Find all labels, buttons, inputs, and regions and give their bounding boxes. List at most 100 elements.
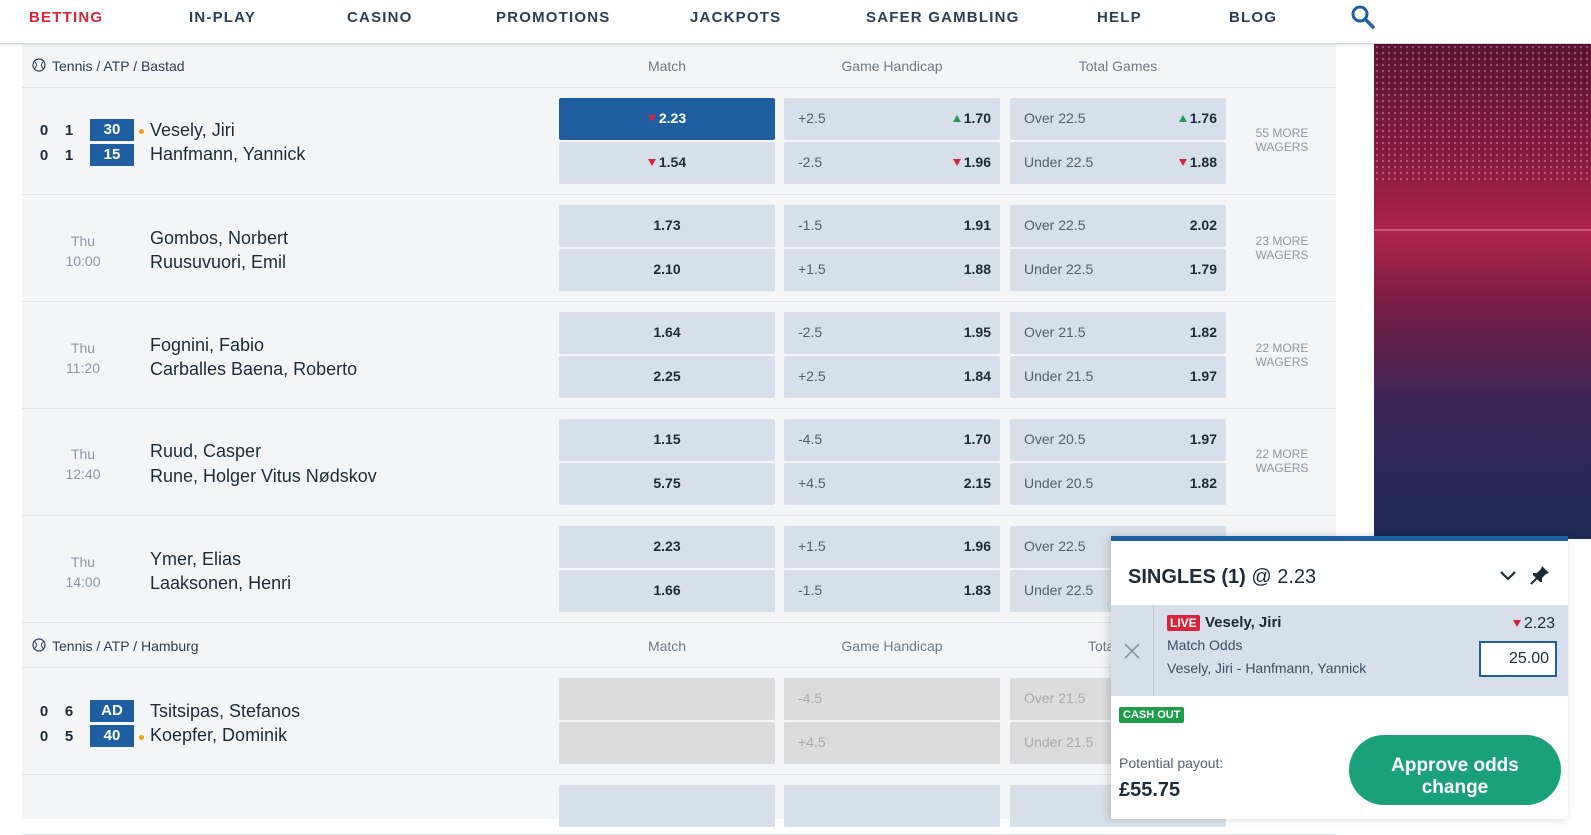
odds-value: 1.95 bbox=[963, 324, 991, 340]
odds-button-handicap-away: +4.5 bbox=[784, 722, 1000, 764]
handicap-line: -1.5 bbox=[798, 582, 823, 598]
odds-button-handicap-away[interactable]: +1.5 1.88 bbox=[784, 249, 1000, 291]
handicap-line: -4.5 bbox=[798, 690, 823, 706]
potential-payout-value: £55.75 bbox=[1119, 779, 1181, 801]
competition-title[interactable]: Tennis / ATP / Hamburg bbox=[52, 638, 199, 654]
odds-button-handicap-away[interactable]: +2.5 1.84 bbox=[784, 356, 1000, 398]
odds-button-match-home[interactable]: 2.23 bbox=[559, 526, 775, 568]
pin-icon[interactable] bbox=[1529, 564, 1551, 586]
search-icon[interactable] bbox=[1350, 4, 1376, 30]
competition-title[interactable]: Tennis / ATP / Bastad bbox=[52, 58, 185, 74]
odds-button-handicap-home[interactable]: -4.5 1.70 bbox=[784, 419, 1000, 461]
player-home[interactable]: Ruud, Casper bbox=[150, 441, 262, 461]
column-total-games: Total Games bbox=[1078, 58, 1158, 74]
nav-in-play[interactable]: IN-PLAY bbox=[189, 9, 257, 26]
player-away[interactable]: Hanfmann, Yannick bbox=[150, 144, 306, 164]
odds-value: 1.91 bbox=[963, 217, 991, 233]
odds-value: 1.54 bbox=[658, 154, 687, 170]
event-row: Thu 11:20 Fognini, Fabio Carballes Baena,… bbox=[22, 302, 1336, 409]
odds-value: 1.97 bbox=[1189, 368, 1217, 384]
player-home[interactable]: Tsitsipas, Stefanos bbox=[150, 701, 301, 721]
selection-event: Vesely, Jiri - Hanfmann, Yannick bbox=[1167, 660, 1367, 676]
odds-button-total-under[interactable]: Under 22.5 1.79 bbox=[1010, 249, 1226, 291]
stake-input[interactable] bbox=[1479, 641, 1557, 677]
total-line: Under 21.5 bbox=[1024, 734, 1094, 750]
handicap-line: -2.5 bbox=[798, 154, 823, 170]
odds-button-handicap-away[interactable]: -2.5 1.96 bbox=[784, 142, 1000, 184]
odds-button-match-away[interactable]: 2.25 bbox=[559, 356, 775, 398]
odds-button-handicap-home[interactable]: +1.5 1.96 bbox=[784, 526, 1000, 568]
betslip-selection: LIVE Vesely, Jiri 2.23 Match Odds Vesely… bbox=[1111, 605, 1568, 696]
event-row: Thu 12:40 Ruud, Casper Rune, Holger Vitus… bbox=[22, 409, 1336, 516]
nav-safer-gambling[interactable]: SAFER GAMBLING bbox=[866, 9, 1020, 26]
promo-banner-image[interactable] bbox=[1374, 44, 1591, 539]
nav-casino[interactable]: CASINO bbox=[347, 9, 413, 26]
total-line: Over 22.5 bbox=[1024, 217, 1086, 233]
odds-value: 2.23 bbox=[1523, 615, 1555, 632]
odds-value: 1.96 bbox=[963, 538, 991, 554]
handicap-line: -2.5 bbox=[798, 324, 823, 340]
odds-button-total-over[interactable]: Over 22.5 1.76 bbox=[1010, 98, 1226, 140]
odds-button-match-away[interactable]: 1.54 bbox=[559, 142, 775, 184]
approve-odds-change-button[interactable]: Approve odds change bbox=[1349, 735, 1561, 805]
odds-button-total-under[interactable]: Under 20.5 1.82 bbox=[1010, 463, 1226, 505]
more-wagers-link[interactable]: 22 MORE WAGERS bbox=[1246, 447, 1318, 475]
more-wagers-link[interactable]: 23 MORE WAGERS bbox=[1246, 234, 1318, 262]
odds-button-total-over[interactable]: Over 21.5 1.82 bbox=[1010, 312, 1226, 354]
odds-button-total-over[interactable]: Over 20.5 1.97 bbox=[1010, 419, 1226, 461]
odds-button-match-home[interactable]: 1.73 bbox=[559, 205, 775, 247]
odds-button-handicap-away[interactable]: +4.5 2.15 bbox=[784, 463, 1000, 505]
odds-button-match-home[interactable]: 2.23 bbox=[559, 98, 775, 140]
odds-down-arrow-icon bbox=[647, 159, 656, 166]
odds-value: 1.82 bbox=[1189, 324, 1217, 340]
nav-betting[interactable]: BETTING bbox=[29, 9, 104, 26]
nav-jackpots[interactable]: JACKPOTS bbox=[690, 9, 782, 26]
odds-button-match-home[interactable] bbox=[559, 785, 775, 827]
odds-button-handicap-home[interactable]: +2.5 1.70 bbox=[784, 98, 1000, 140]
odds-value: 1.76 bbox=[1189, 110, 1217, 126]
player-away[interactable]: Ruusuvuori, Emil bbox=[150, 252, 287, 272]
total-line: Under 22.5 bbox=[1024, 154, 1094, 170]
odds-button-total-under[interactable]: Under 22.5 1.88 bbox=[1010, 142, 1226, 184]
total-line: Over 22.5 bbox=[1024, 538, 1086, 554]
odds-button-total-under[interactable]: Under 21.5 1.97 bbox=[1010, 356, 1226, 398]
odds-down-arrow-icon bbox=[1512, 620, 1521, 627]
nav-help[interactable]: HELP bbox=[1097, 9, 1142, 26]
p2-sets: 0 bbox=[39, 728, 49, 745]
more-label: WAGERS bbox=[1255, 140, 1309, 154]
handicap-line: +1.5 bbox=[798, 538, 826, 554]
nav-blog[interactable]: BLOG bbox=[1229, 9, 1278, 26]
odds-button-handicap-away[interactable]: -1.5 1.83 bbox=[784, 570, 1000, 612]
betslip-title[interactable]: SINGLES (1) @ 2.23 bbox=[1128, 566, 1316, 589]
player-home[interactable]: Ymer, Elias bbox=[150, 549, 242, 569]
odds-button-handicap-home[interactable]: -1.5 1.91 bbox=[784, 205, 1000, 247]
player-home[interactable]: Fognini, Fabio bbox=[150, 335, 265, 355]
more-wagers-link[interactable]: 55 MORE WAGERS bbox=[1246, 126, 1318, 154]
player-away[interactable]: Koepfer, Dominik bbox=[150, 725, 288, 745]
odds-button-match-away[interactable]: 5.75 bbox=[559, 463, 775, 505]
chevron-down-icon[interactable] bbox=[1498, 566, 1518, 586]
player-home[interactable]: Vesely, Jiri bbox=[150, 120, 235, 140]
event-time: 10:00 bbox=[65, 253, 101, 269]
remove-selection-button[interactable] bbox=[1111, 605, 1154, 696]
tennis-ball-icon bbox=[32, 638, 46, 652]
odds-button-handicap-home[interactable]: -2.5 1.95 bbox=[784, 312, 1000, 354]
odds-button-match-away[interactable]: 1.66 bbox=[559, 570, 775, 612]
odds-button-match-away[interactable]: 2.10 bbox=[559, 249, 775, 291]
more-count: 22 MORE bbox=[1255, 341, 1309, 355]
player-away[interactable]: Laaksonen, Henri bbox=[150, 573, 292, 593]
odds-down-arrow-icon bbox=[952, 159, 961, 166]
player-home[interactable]: Gombos, Norbert bbox=[150, 228, 289, 248]
more-wagers-link[interactable]: 22 MORE WAGERS bbox=[1246, 341, 1318, 369]
player-away[interactable]: Rune, Holger Vitus Nødskov bbox=[150, 466, 377, 486]
potential-payout-label: Potential payout: bbox=[1119, 755, 1224, 771]
player-away[interactable]: Carballes Baena, Roberto bbox=[150, 359, 358, 379]
nav-promotions[interactable]: PROMOTIONS bbox=[496, 9, 611, 26]
odds-button-handicap-home[interactable] bbox=[784, 785, 1000, 827]
odds-button-match-home[interactable]: 1.64 bbox=[559, 312, 775, 354]
odds-value: 1.79 bbox=[1189, 261, 1217, 277]
odds-button-match-home[interactable]: 1.15 bbox=[559, 419, 775, 461]
odds-button-total-over[interactable]: Over 22.5 2.02 bbox=[1010, 205, 1226, 247]
odds-value: 2.15 bbox=[963, 475, 991, 491]
odds-value: 2.23 bbox=[658, 110, 687, 126]
